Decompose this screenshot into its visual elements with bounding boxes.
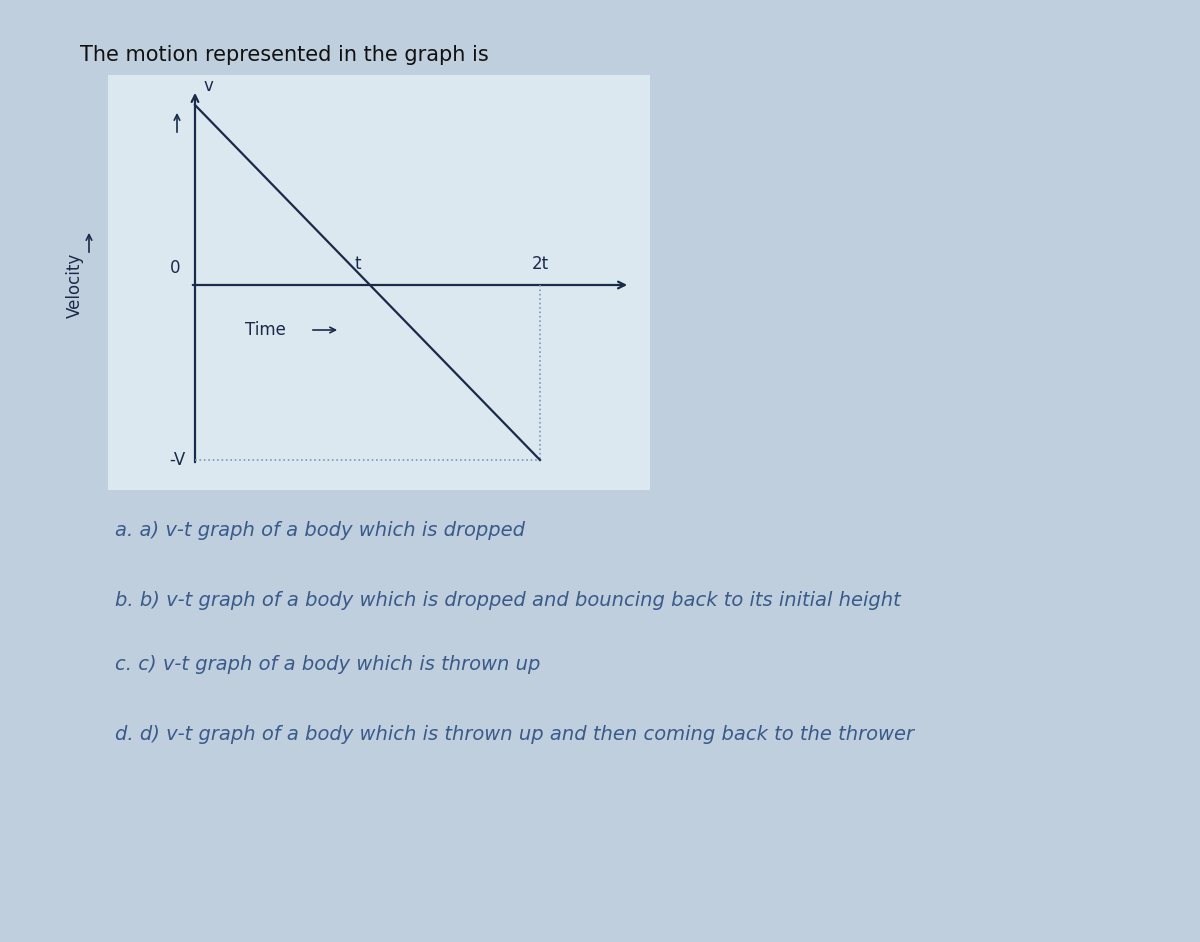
Text: The motion represented in the graph is: The motion represented in the graph is	[80, 45, 488, 65]
Text: 2t: 2t	[532, 255, 548, 273]
Text: t: t	[355, 255, 361, 273]
Bar	[108, 75, 650, 490]
Text: v: v	[203, 77, 212, 95]
Text: Time: Time	[245, 321, 286, 339]
Text: b. b) v-t graph of a body which is dropped and bouncing back to its initial heig: b. b) v-t graph of a body which is dropp…	[115, 591, 901, 609]
Text: a. a) v-t graph of a body which is dropped: a. a) v-t graph of a body which is dropp…	[115, 521, 526, 540]
Text: Velocity: Velocity	[66, 252, 84, 317]
Text: c. c) v-t graph of a body which is thrown up: c. c) v-t graph of a body which is throw…	[115, 656, 540, 674]
Text: d. d) v-t graph of a body which is thrown up and then coming back to the thrower: d. d) v-t graph of a body which is throw…	[115, 725, 914, 744]
Text: -V: -V	[169, 451, 185, 469]
Text: 0: 0	[169, 259, 180, 277]
